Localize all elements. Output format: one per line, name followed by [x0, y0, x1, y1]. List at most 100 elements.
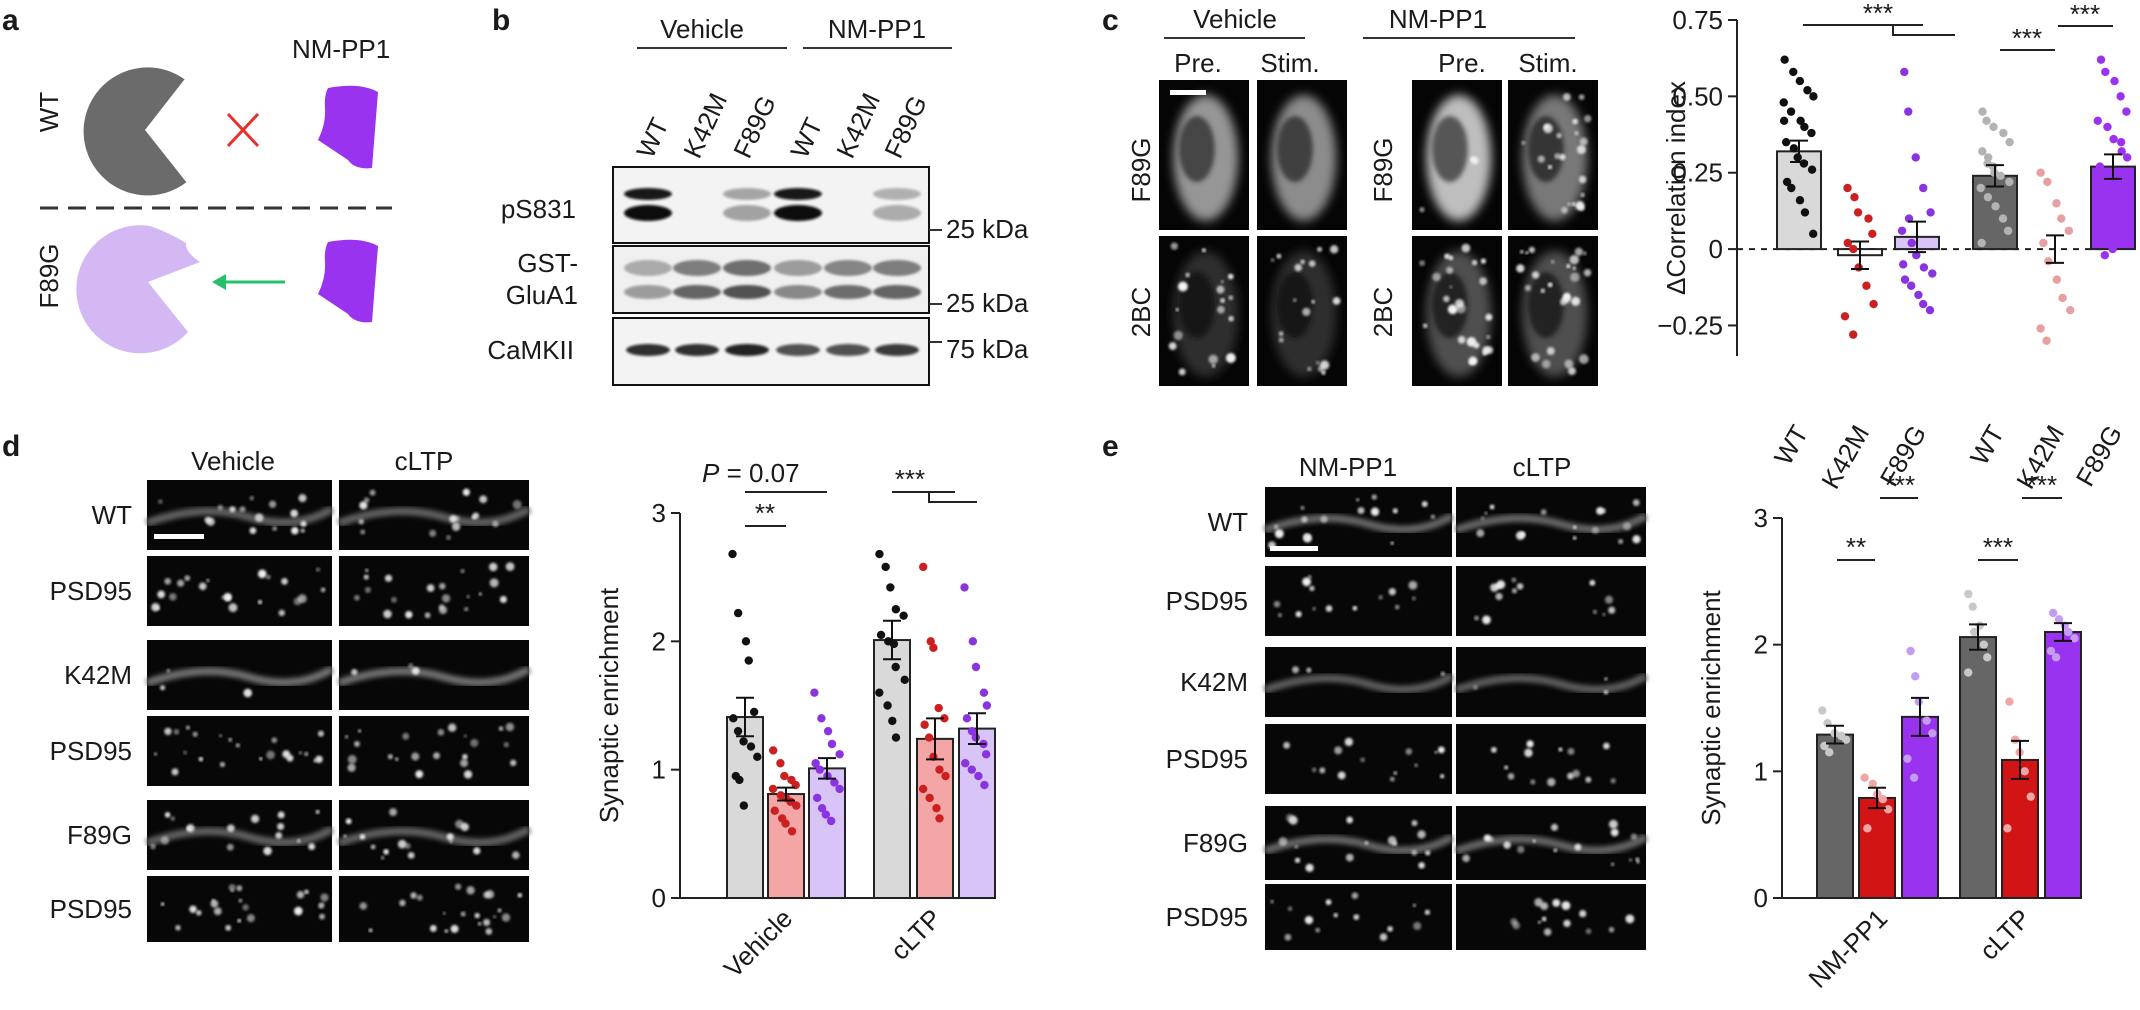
c-bar-0-point	[1808, 229, 1818, 239]
c-2bc-nm-pre-punctum	[1467, 337, 1475, 345]
d-img-5-1-punctum	[359, 902, 368, 910]
d-bar-0-1-point	[780, 771, 789, 781]
lane-label-0: WT	[630, 113, 674, 162]
d-bar-0-2-point	[827, 739, 837, 749]
c-f89g-nm-stim-punctum	[1548, 165, 1552, 170]
band-camkii-3	[776, 344, 820, 356]
d-img-3-1-punctum	[411, 752, 420, 761]
d-img-4-1-punctum	[407, 851, 415, 859]
c-2bc-nm-pre-nucleus	[1431, 272, 1468, 338]
d-bar-1-0-point	[881, 562, 890, 572]
d-img-0-1-punctum	[358, 519, 364, 525]
d-img-3-0-punctum	[317, 730, 324, 737]
d-bar-0-0-point	[739, 801, 749, 810]
e-img-4-1-punctum	[1488, 836, 1494, 842]
c-bar-3-point	[1977, 238, 1986, 248]
d-img-4-0-punctum	[277, 811, 285, 819]
e-img-4-1-punctum	[1574, 843, 1582, 851]
e-img-2-0-punctum	[1440, 671, 1445, 676]
c-bar-0-point	[1803, 86, 1812, 95]
c-bar-4-point	[2036, 168, 2045, 177]
d-img-2-1-punctum	[351, 668, 358, 676]
e-img-0-0-punctum	[1370, 507, 1380, 516]
d-img-0-0-punctum	[249, 527, 257, 534]
c-bar-4-point	[2039, 238, 2048, 248]
e-img-0-0-punctum	[1356, 498, 1360, 502]
d_chart-ylabel: Synaptic enrichment	[594, 587, 624, 823]
e-img-4-0-punctum	[1345, 853, 1354, 862]
d-img-3-1-punctum	[347, 763, 356, 772]
d-img-0-0-punctum	[254, 513, 264, 522]
c-2bc-nm-stim-punctum	[1528, 246, 1536, 254]
c-bar-5-point	[2121, 208, 2130, 217]
d-img-1-0-bg	[147, 556, 332, 626]
d-bar-0-0-point	[739, 737, 748, 746]
d-img-1-1-punctum	[363, 574, 369, 580]
c-bar-1-point	[1864, 214, 1873, 223]
c-2bc-veh-pre-punctum	[1225, 353, 1236, 363]
e-img-0-1-punctum	[1540, 509, 1547, 515]
d-img-1-1-punctum	[464, 607, 469, 612]
band-gst-upper-3	[774, 260, 822, 276]
d-img-4-1-punctum	[370, 844, 376, 850]
e-bar-0-2-point	[1906, 646, 1915, 656]
d-img-0-0-punctum	[158, 499, 163, 504]
d-img-3-0-punctum	[219, 761, 226, 768]
c-f89g-nm-stim-punctum	[1572, 118, 1578, 125]
d-img-2-0-dendrite	[145, 665, 335, 687]
e-img-2-1-punctum	[1603, 690, 1609, 695]
d-img-4-0-punctum	[250, 814, 260, 823]
d-bar-1-2-point	[968, 637, 978, 646]
c-2bc-veh-stim-punctum	[1317, 246, 1323, 252]
d-img-1-1-punctum	[424, 612, 431, 619]
d-bar-0-2-point	[821, 810, 831, 819]
c-2bc-veh-pre-punctum	[1177, 281, 1188, 292]
d-bar-0-2-point	[817, 714, 826, 723]
e-img-4-1-punctum	[1462, 854, 1470, 863]
blot-bands	[624, 188, 921, 356]
d-img-1-0-punctum	[320, 587, 326, 593]
c-bar-3-point	[1998, 214, 2008, 223]
d-img-4-0-punctum	[164, 812, 171, 818]
c-bar-5-point	[2109, 134, 2118, 144]
c-2bc-veh-pre-punctum	[1201, 248, 1206, 253]
c-2bc-veh-pre-punctum	[1170, 242, 1178, 250]
band-camkii-2	[725, 344, 769, 356]
d-bar-1-0-point	[875, 688, 884, 697]
c-f89g-nm-stim-punctum	[1562, 93, 1571, 101]
e-img-5-1-punctum	[1537, 920, 1541, 924]
d-bar-1-2-point	[981, 750, 991, 759]
d-img-1-0-punctum	[177, 579, 185, 587]
nm-pp1-drug-shape-2	[318, 239, 378, 323]
e-img-3-0-punctum	[1337, 771, 1346, 780]
e-img-3-0-punctum	[1389, 776, 1395, 782]
d-bar-0-1-point	[787, 827, 797, 836]
d-bar-1-2-point	[974, 771, 983, 781]
e-img-3-1-punctum	[1530, 779, 1536, 785]
d-img-4-0-punctum	[226, 843, 234, 851]
d-img-1-1-punctum	[405, 610, 413, 619]
band-gst-lower-2	[723, 285, 771, 299]
d-bar-0-1-point	[769, 746, 778, 755]
d-img-1-0-punctum	[169, 593, 177, 601]
e-img-5-1-punctum	[1512, 921, 1520, 930]
c-bar-0-point	[1795, 76, 1805, 86]
d-img-1-0-punctum	[164, 577, 172, 585]
d-bracket-2	[892, 491, 977, 503]
e-img-0-0-punctum	[1371, 494, 1377, 500]
c-2bc-veh-stim-nucleus	[1276, 272, 1313, 338]
d-bar-1-0-point	[876, 630, 886, 640]
c-2bc-veh-pre-nucleus	[1178, 272, 1215, 338]
d-img-0-0-punctum	[229, 506, 236, 513]
c-2bc-nm-stim-punctum	[1525, 251, 1529, 255]
d-img-0-1-punctum	[462, 488, 470, 496]
panel-d-micrographs	[145, 480, 532, 942]
e-bar-1-0-point	[1964, 668, 1973, 677]
e-img-5-1-punctum	[1585, 928, 1592, 935]
e-img-1-0-bg	[1265, 566, 1452, 636]
e-img-1-1-punctum	[1511, 577, 1517, 583]
c-2bc-nm-stim-punctum	[1572, 266, 1576, 270]
